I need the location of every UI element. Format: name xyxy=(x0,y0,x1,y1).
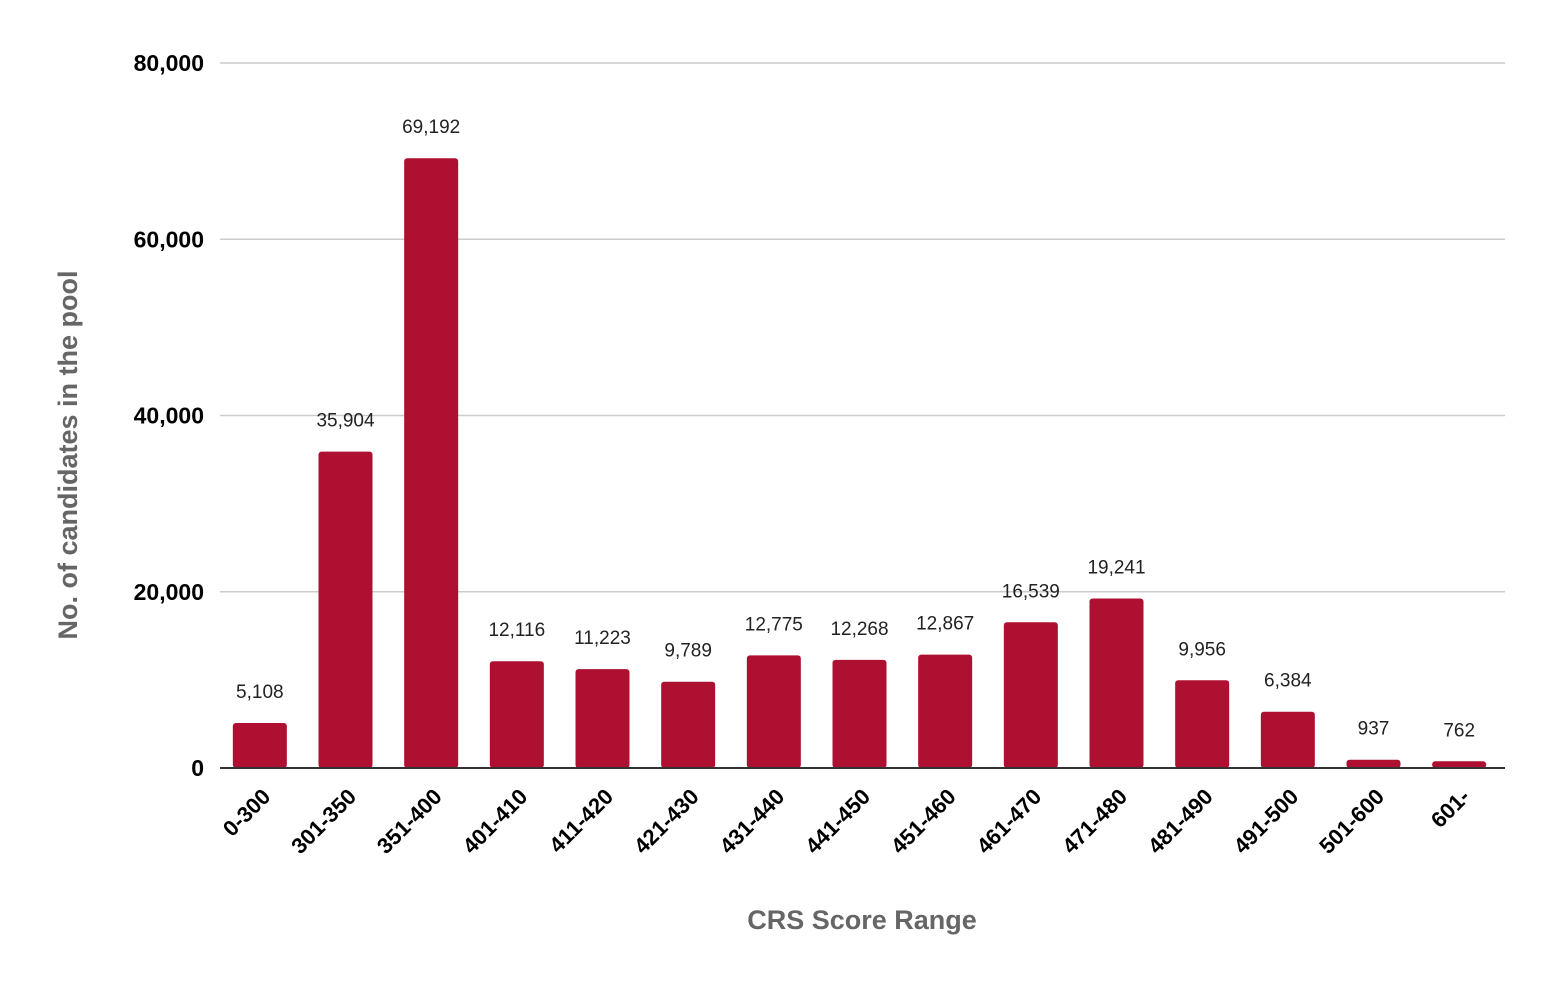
x-tick-label: 451-460 xyxy=(886,784,961,859)
bar-351-400 xyxy=(404,158,459,769)
bar-481-490 xyxy=(1175,680,1230,768)
data-label: 937 xyxy=(1358,719,1390,740)
data-label: 12,116 xyxy=(488,620,545,641)
bar-301-350 xyxy=(318,451,373,768)
data-label: 12,775 xyxy=(745,614,803,635)
data-labels: 5,108 35,904 69,192 12,116 11,223 9,789 12,775… xyxy=(236,117,1475,741)
y-tick-label: 0 xyxy=(191,755,204,781)
y-axis-ticks: 0 20,000 40,000 60,000 80,000 xyxy=(134,50,204,781)
data-label: 12,268 xyxy=(830,619,888,640)
y-tick-label: 60,000 xyxy=(134,226,204,252)
x-tick-label: 471-480 xyxy=(1057,784,1132,859)
x-tick-label: 401-410 xyxy=(458,784,533,859)
bar-471-480 xyxy=(1089,598,1144,768)
x-axis-title: CRS Score Range xyxy=(747,905,977,935)
data-label: 11,223 xyxy=(574,628,631,649)
bar-501-600 xyxy=(1346,759,1401,768)
data-label: 6,384 xyxy=(1264,671,1312,692)
y-axis-title: No. of candidates in the pool xyxy=(53,270,83,639)
x-tick-label: 501-600 xyxy=(1314,784,1389,859)
x-tick-label: 481-490 xyxy=(1143,784,1218,859)
data-label: 12,867 xyxy=(916,614,974,635)
data-label: 762 xyxy=(1443,720,1475,741)
x-tick-label: 421-430 xyxy=(629,784,704,859)
bar-431-440 xyxy=(746,655,801,768)
bar-411-420 xyxy=(575,669,630,768)
x-tick-label: 351-400 xyxy=(372,784,447,859)
bar-461-470 xyxy=(1003,622,1058,768)
x-tick-label: 601- xyxy=(1426,784,1475,833)
bar-601- xyxy=(1432,761,1487,768)
bar-491-500 xyxy=(1260,711,1315,768)
data-label: 19,241 xyxy=(1087,557,1145,578)
x-tick-label: 411-420 xyxy=(544,784,618,858)
data-label: 35,904 xyxy=(316,411,375,432)
bar-0-300 xyxy=(232,722,287,768)
x-tick-label: 441-450 xyxy=(800,784,875,859)
data-label: 9,956 xyxy=(1178,639,1226,660)
bar-401-410 xyxy=(489,661,544,768)
x-tick-label: 301-350 xyxy=(286,784,361,859)
x-tick-label: 461-470 xyxy=(972,784,1047,859)
data-label: 9,789 xyxy=(664,641,712,662)
x-axis-ticks: 0-300 301-350 351-400 401-410 411-420 421-430… xyxy=(218,784,1475,859)
y-tick-label: 40,000 xyxy=(134,403,204,429)
data-label: 69,192 xyxy=(402,117,460,138)
data-label: 16,539 xyxy=(1002,581,1060,602)
bar-441-450 xyxy=(832,659,887,768)
bar-421-430 xyxy=(661,681,716,768)
data-label: 5,108 xyxy=(236,682,284,703)
y-tick-label: 20,000 xyxy=(134,579,204,605)
x-tick-label: 0-300 xyxy=(218,784,275,841)
bar-451-460 xyxy=(918,654,973,768)
y-tick-label: 80,000 xyxy=(134,50,204,76)
x-tick-label: 431-440 xyxy=(715,784,790,859)
bars xyxy=(232,158,1487,769)
x-tick-label: 491-500 xyxy=(1229,784,1304,859)
